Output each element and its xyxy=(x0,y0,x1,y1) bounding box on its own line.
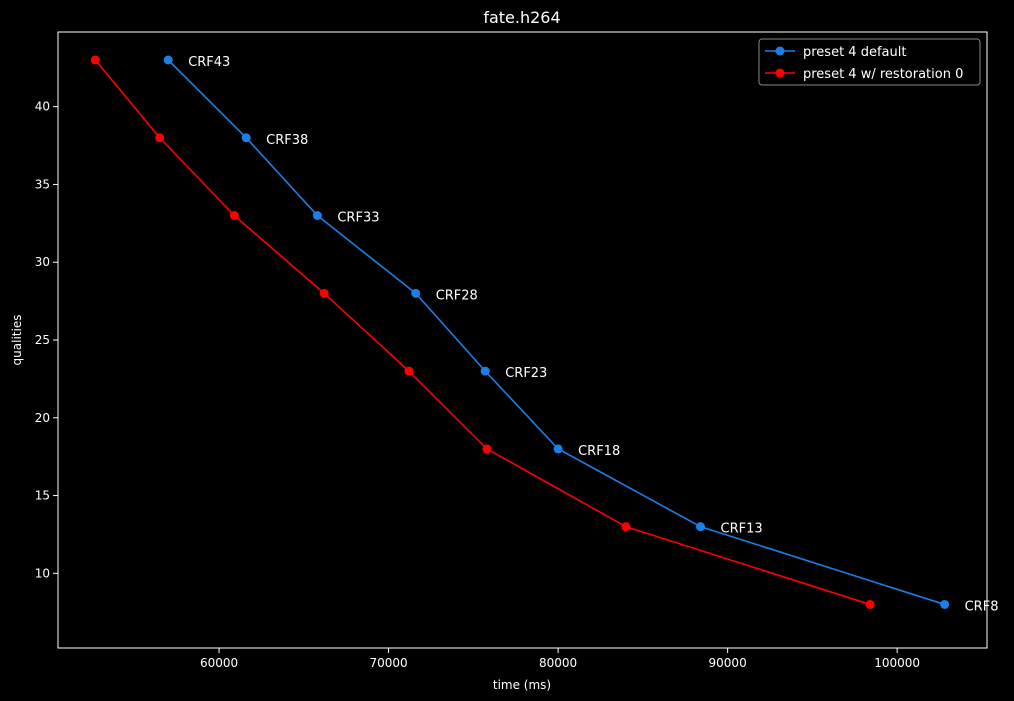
y-tick-label: 25 xyxy=(35,333,50,347)
crf-annotation: CRF43 xyxy=(188,55,230,70)
legend-box xyxy=(758,38,981,86)
crf-annotation: CRF33 xyxy=(337,211,379,226)
y-tick-label: 40 xyxy=(35,100,50,114)
chart-title: fate.h264 xyxy=(483,8,560,27)
x-axis-label: time (ms) xyxy=(493,678,551,692)
annotation-layer: CRF43 CRF38 CRF33 CRF28 CRF23 CRF18 CRF13 CRF8 xyxy=(188,55,998,614)
data-point xyxy=(229,211,239,221)
crf-annotation: CRF23 xyxy=(505,366,547,381)
data-point xyxy=(553,444,563,454)
legend-label: preset 4 w/ restoration 0 xyxy=(803,67,963,82)
data-point xyxy=(621,522,631,532)
data-point xyxy=(90,55,100,65)
crf-annotation: CRF8 xyxy=(965,599,999,614)
x-tick-label: 100000 xyxy=(874,656,920,670)
data-point xyxy=(865,599,875,609)
data-point xyxy=(241,133,251,143)
data-point xyxy=(312,211,322,221)
y-tick-label: 10 xyxy=(35,566,50,580)
series-line xyxy=(94,59,871,606)
x-tick-label: 70000 xyxy=(369,656,407,670)
data-point xyxy=(404,366,414,376)
legend-label: preset 4 default xyxy=(803,45,906,60)
x-axis: 60000 70000 80000 90000 100000 xyxy=(200,648,920,670)
y-axis: 10 15 20 25 30 35 40 xyxy=(35,100,58,580)
y-tick-label: 20 xyxy=(35,411,50,425)
x-tick-label: 80000 xyxy=(539,656,577,670)
y-tick-label: 35 xyxy=(35,177,50,191)
crf-annotation: CRF18 xyxy=(578,444,620,459)
x-tick-label: 90000 xyxy=(709,656,747,670)
series-1 xyxy=(90,55,875,609)
data-point xyxy=(319,288,329,298)
series-0 xyxy=(163,55,950,609)
data-point xyxy=(411,288,421,298)
data-point xyxy=(940,599,950,609)
legend-swatch-marker xyxy=(775,68,785,78)
data-point xyxy=(696,522,706,532)
x-tick-label: 60000 xyxy=(200,656,238,670)
series-line xyxy=(167,59,945,606)
series-layer xyxy=(90,55,950,609)
data-point xyxy=(155,133,165,143)
y-tick-label: 15 xyxy=(35,489,50,503)
legend-swatch-marker xyxy=(775,46,785,56)
plot-frame xyxy=(57,31,988,649)
crf-annotation: CRF28 xyxy=(436,288,478,303)
data-point xyxy=(482,444,492,454)
crf-annotation: CRF38 xyxy=(266,133,308,148)
data-point xyxy=(163,55,173,65)
data-point xyxy=(480,366,490,376)
crf-annotation: CRF13 xyxy=(721,522,763,537)
y-axis-label: qualities xyxy=(10,315,24,366)
y-tick-label: 30 xyxy=(35,255,50,269)
legend: preset 4 default preset 4 w/ restoration … xyxy=(758,38,981,86)
